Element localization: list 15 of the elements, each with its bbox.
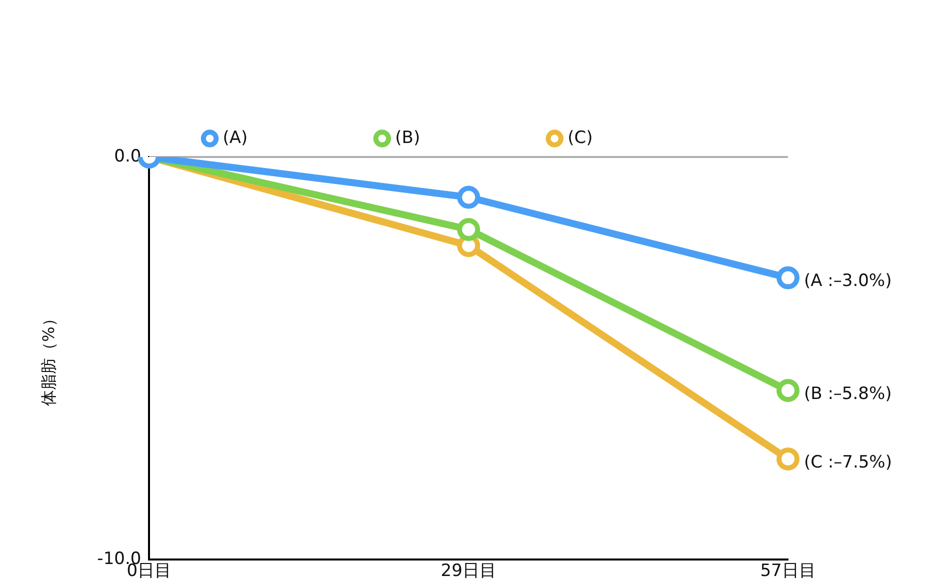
data-label: (C :–7.5%) [804, 452, 892, 472]
y-tick-label: 0.0 [114, 146, 142, 166]
x-tick-label: 29日目 [440, 561, 496, 582]
legend-label: (A) [222, 128, 248, 148]
y-axis-title: 体脂肪（%） [38, 310, 58, 406]
point [457, 218, 480, 241]
x-tick-label: 57日目 [760, 561, 816, 582]
point [457, 186, 480, 209]
legend-label: (C) [568, 128, 593, 148]
data-label: (B :–5.8%) [804, 384, 892, 404]
legend-label: (B) [395, 128, 420, 148]
point [776, 447, 800, 470]
data-label: (A :–3.0%) [804, 271, 892, 292]
point [776, 266, 800, 290]
point [776, 379, 800, 402]
